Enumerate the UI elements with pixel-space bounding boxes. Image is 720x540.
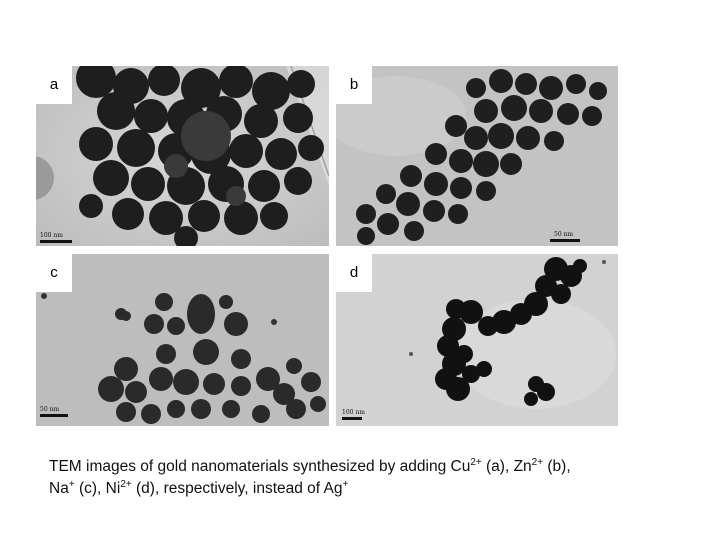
scale-bar-label-c: 50 nm: [40, 406, 60, 413]
scale-bar-c: [40, 414, 68, 417]
tem-image-panel-c: c 50 nm: [36, 254, 329, 426]
panel-label-c: c: [36, 254, 72, 292]
scale-bar-label-a: 100 nm: [40, 232, 63, 239]
superscript-charge: 2+: [531, 456, 544, 468]
scale-bar-b: [550, 239, 580, 242]
figure-caption: TEM images of gold nanomaterials synthes…: [49, 456, 669, 500]
superscript-charge: 2+: [120, 478, 132, 490]
caption-text: Na: [49, 480, 69, 497]
scale-bar-a: [40, 240, 72, 243]
tem-image-d: [336, 254, 618, 426]
superscript-charge: 2+: [470, 456, 482, 468]
superscript-charge: +: [342, 478, 349, 490]
caption-text: TEM images of gold nanomaterials synthes…: [49, 458, 471, 475]
caption-text: (b),: [543, 458, 571, 475]
caption-text: (d), respectively, instead of Ag: [131, 480, 343, 497]
tem-image-c: [36, 254, 329, 426]
tem-image-a: [36, 66, 329, 246]
superscript-charge: +: [68, 478, 75, 490]
caption-text: (a), Zn: [481, 458, 532, 475]
tem-image-panel-b: b 50 nm: [336, 66, 618, 246]
tem-image-panel-a: a 100 nm: [36, 66, 329, 246]
scale-bar-label-d: 100 nm: [342, 409, 365, 416]
scale-bar-label-b: 50 nm: [554, 231, 574, 238]
caption-text: (c), Ni: [74, 480, 121, 497]
panel-label-d: d: [336, 254, 372, 292]
panel-label-a: a: [36, 66, 72, 104]
panel-label-b: b: [336, 66, 372, 104]
tem-image-panel-d: d 100 nm: [336, 254, 618, 426]
scale-bar-d: [342, 417, 362, 420]
tem-image-b: [336, 66, 618, 246]
